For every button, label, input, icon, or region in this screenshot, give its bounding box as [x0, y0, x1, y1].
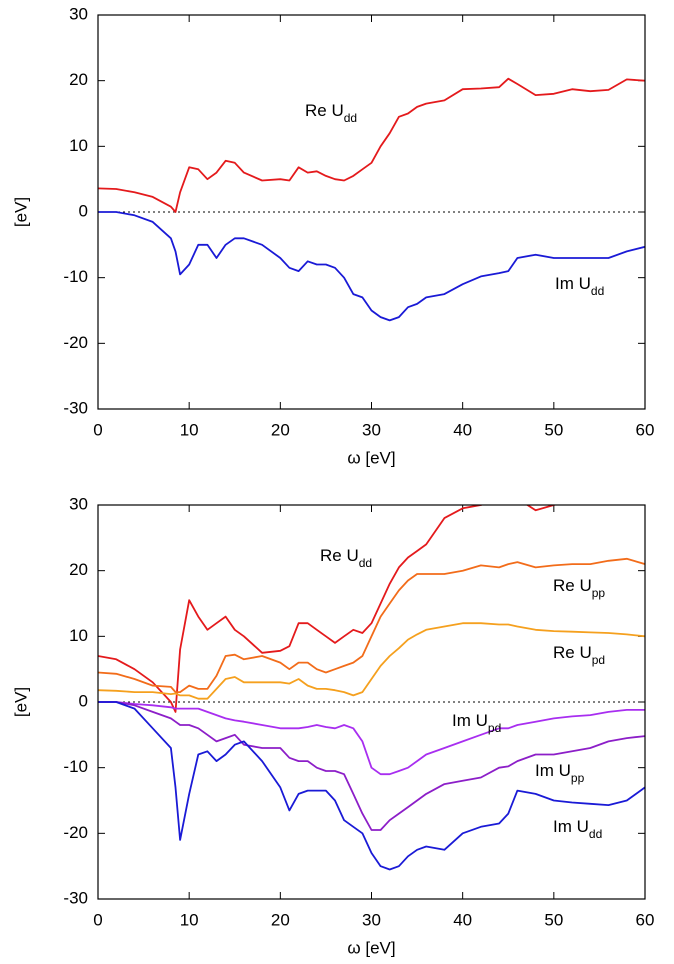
y-tick-label: 20 [69, 560, 88, 579]
y-tick-label: 0 [79, 691, 88, 710]
series-label-sub: pd [488, 721, 501, 735]
y-tick-label: 10 [69, 136, 88, 155]
series-label: Im Upp [535, 761, 585, 785]
series-label-sub: pd [592, 653, 605, 667]
x-tick-label: 40 [453, 420, 472, 439]
series-label-main: Re U [305, 101, 344, 120]
series-label-main: Re U [553, 643, 592, 662]
series-label: Re Udd [305, 101, 357, 125]
x-tick-label: 50 [544, 910, 563, 929]
x-tick-label: 60 [636, 910, 655, 929]
x-tick-label: 60 [636, 420, 655, 439]
series-label-main: Im U [535, 761, 571, 780]
series-label: Re Udd [320, 546, 372, 570]
series-label: Im Upd [452, 711, 501, 735]
series-label-main: Im U [553, 817, 589, 836]
series-label: Re Upd [553, 643, 605, 667]
series-label: Im Udd [555, 274, 604, 298]
line-series [98, 701, 645, 871]
y-tick-label: 10 [69, 626, 88, 645]
x-axis-label: ω [eV] [347, 448, 395, 467]
x-tick-label: 40 [453, 910, 472, 929]
y-tick-label: -30 [63, 398, 88, 417]
line-series [98, 77, 645, 213]
series-label-sub: dd [589, 827, 602, 841]
y-tick-label: -20 [63, 823, 88, 842]
y-tick-label: 20 [69, 70, 88, 89]
y-tick-label: -10 [63, 757, 88, 776]
series-label-main: Re U [320, 546, 359, 565]
x-tick-label: 30 [362, 910, 381, 929]
plot-area [98, 505, 645, 871]
series-label-main: Im U [452, 711, 488, 730]
x-tick-label: 30 [362, 420, 381, 439]
y-axis-label: [eV] [11, 687, 30, 717]
y-tick-label: -20 [63, 333, 88, 352]
series-label-sub: pp [592, 586, 606, 600]
line-series [98, 505, 557, 713]
line-series [98, 701, 645, 831]
x-tick-label: 10 [180, 910, 199, 929]
series-label-sub: dd [359, 556, 372, 570]
y-tick-label: -30 [63, 888, 88, 907]
x-tick-label: 20 [271, 910, 290, 929]
series-label-sub: dd [344, 111, 357, 125]
line-series [98, 622, 645, 700]
y-tick-label: 30 [69, 494, 88, 513]
series-label-main: Re U [553, 576, 592, 595]
x-tick-label: 0 [93, 910, 102, 929]
series-label-sub: dd [591, 284, 604, 298]
x-tick-label: 0 [93, 420, 102, 439]
plot-area [98, 77, 645, 322]
series-label: Im Udd [553, 817, 602, 841]
series-label-sub: pp [571, 771, 585, 785]
x-tick-label: 20 [271, 420, 290, 439]
y-tick-label: -10 [63, 267, 88, 286]
plot-frame [97, 14, 646, 410]
series-label: Re Upp [553, 576, 605, 600]
line-series [98, 211, 645, 322]
x-tick-label: 50 [544, 420, 563, 439]
y-tick-label: 30 [69, 4, 88, 23]
line-series [98, 557, 645, 693]
series-label-main: Im U [555, 274, 591, 293]
x-tick-label: 10 [180, 420, 199, 439]
x-axis-label: ω [eV] [347, 938, 395, 957]
y-tick-label: 0 [79, 201, 88, 220]
plot-frame [97, 504, 646, 900]
y-axis-label: [eV] [11, 197, 30, 227]
line-series [98, 701, 645, 776]
